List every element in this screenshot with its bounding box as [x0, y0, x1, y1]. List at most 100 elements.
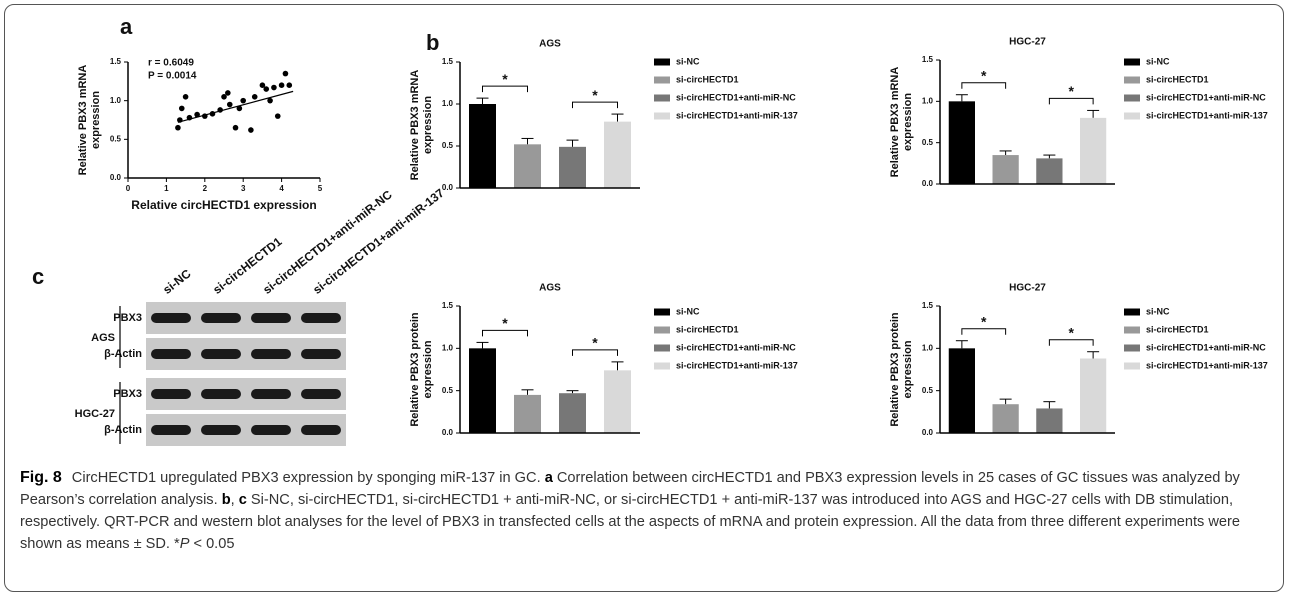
figure-page: a b c 0.00.51.01.5Relative PBX3 mRNAexpr…	[0, 0, 1290, 598]
significance-label: *	[981, 67, 987, 83]
bar	[469, 104, 496, 188]
chart-title: HGC-27	[1009, 37, 1046, 48]
y-tick-label: 1.0	[922, 343, 934, 352]
blot-band	[151, 425, 191, 435]
y-tick-label: 1.0	[442, 99, 454, 108]
legend-label: si-NC	[1146, 56, 1170, 66]
group-label: AGS	[91, 332, 115, 344]
bar	[949, 101, 975, 184]
panel-label: b	[426, 30, 439, 55]
y-axis-label: Relative PBX3 mRNA	[409, 70, 421, 181]
caption-text: Fig. 8	[20, 469, 62, 486]
bar	[604, 122, 631, 188]
legend-label: si-circHECTD1+anti-miR-NC	[1146, 92, 1266, 102]
bar	[1080, 358, 1106, 433]
scatter-point	[286, 82, 292, 88]
scatter-point	[263, 86, 269, 92]
scatter-point	[194, 112, 200, 118]
significance-bracket	[483, 330, 528, 336]
y-axis-label: expression	[422, 340, 434, 398]
y-tick-label: 0.0	[442, 183, 454, 192]
significance-label: *	[502, 315, 508, 331]
y-tick-label: 1.5	[442, 57, 454, 66]
legend-swatch	[1124, 309, 1140, 316]
scatter-point	[237, 106, 243, 112]
chart-title: AGS	[539, 283, 561, 294]
legend-swatch	[654, 113, 670, 120]
scatter-point	[240, 98, 246, 104]
chart-title: AGS	[539, 39, 561, 50]
blot-band	[251, 349, 291, 359]
blot-band	[251, 389, 291, 399]
legend-label: si-NC	[676, 56, 700, 66]
x-tick-label: 4	[279, 184, 284, 193]
legend-swatch	[1124, 113, 1140, 120]
caption-text: < 0.05	[189, 536, 234, 552]
significance-label: *	[592, 87, 598, 103]
annotation: P = 0.0014	[148, 71, 197, 82]
legend-swatch	[1124, 345, 1140, 352]
x-tick-label: 3	[241, 184, 246, 193]
caption-text: b	[222, 492, 231, 508]
y-tick-label: 1.0	[110, 96, 122, 105]
significance-label: *	[592, 335, 598, 351]
band-label: PBX3	[113, 388, 142, 400]
y-tick-label: 0.0	[442, 428, 454, 437]
scatter-point	[275, 113, 281, 119]
legend-swatch	[1124, 95, 1140, 102]
caption-text: c	[239, 492, 247, 508]
x-tick-label: 2	[203, 184, 208, 193]
figure-graphics: a b c 0.00.51.01.5Relative PBX3 mRNAexpr…	[0, 0, 1290, 460]
y-tick-label: 0.5	[922, 138, 934, 147]
legend-swatch	[1124, 77, 1140, 84]
y-tick-label: 1.5	[922, 301, 934, 310]
y-tick-label: 0.0	[922, 428, 934, 437]
y-tick-label: 1.0	[442, 343, 454, 352]
y-tick-label: 0.5	[442, 141, 454, 150]
legend-label: si-NC	[1146, 306, 1170, 316]
blot-band	[151, 389, 191, 399]
blot-band	[301, 349, 341, 359]
band-label: β-Actin	[104, 424, 142, 436]
band-label: β-Actin	[104, 348, 142, 360]
scatter-point	[267, 98, 273, 104]
x-axis-label: Relative circHECTD1 expression	[131, 198, 316, 212]
scatter-point	[187, 115, 193, 121]
legend-swatch	[654, 363, 670, 370]
y-axis-label: Relative PBX3 protein	[409, 312, 421, 427]
significance-label: *	[502, 71, 508, 87]
scatter-point	[283, 71, 289, 77]
blot-band	[251, 425, 291, 435]
blot-band	[251, 313, 291, 323]
bar	[514, 395, 541, 433]
scatter-point	[279, 82, 285, 88]
legend-label: si-circHECTD1+anti-miR-137	[676, 360, 798, 370]
legend-label: si-circHECTD1+anti-miR-137	[676, 110, 798, 120]
legend-swatch	[654, 95, 670, 102]
legend-swatch	[654, 309, 670, 316]
scatter-point	[175, 125, 181, 131]
legend-swatch	[654, 345, 670, 352]
y-tick-label: 0.5	[442, 386, 454, 395]
bar	[469, 348, 496, 433]
bar	[1036, 408, 1062, 433]
x-tick-label: 5	[318, 184, 323, 193]
legend-swatch	[654, 77, 670, 84]
group-label: HGC-27	[75, 408, 115, 420]
y-tick-label: 1.5	[922, 55, 934, 64]
blot-band	[301, 425, 341, 435]
bar	[1080, 118, 1106, 184]
scatter-point	[225, 90, 231, 96]
caption-text: P	[180, 536, 190, 552]
y-axis-label: expression	[902, 93, 914, 151]
panel-label: c	[32, 264, 44, 289]
bar	[949, 348, 975, 433]
legend-swatch	[1124, 59, 1140, 66]
legend-label: si-circHECTD1	[1146, 74, 1209, 84]
y-tick-label: 0.0	[110, 173, 122, 182]
scatter-point	[179, 106, 185, 112]
bar	[559, 147, 586, 188]
legend-swatch	[1124, 327, 1140, 334]
blot-band	[151, 313, 191, 323]
x-tick-label: 1	[164, 184, 169, 193]
